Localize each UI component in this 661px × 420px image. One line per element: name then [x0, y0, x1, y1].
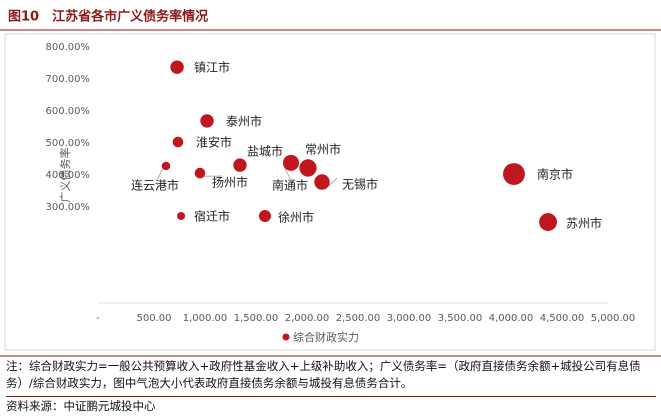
bubble	[299, 159, 317, 177]
x-tick-label: 5,000.00	[591, 313, 636, 324]
bubble-label: 常州市	[305, 141, 341, 156]
bubble-label: 盐城市	[247, 144, 283, 159]
bubble-label: 淮安市	[196, 135, 232, 150]
x-tick-label: 2,000.00	[285, 313, 330, 324]
bubble-label: 南通市	[272, 177, 308, 192]
y-axis-label: 广义债务率	[58, 148, 72, 203]
y-tick-label: 800.00%	[46, 42, 91, 53]
source: 资料来源：中证鹏元城投中心	[6, 396, 656, 415]
x-tick-label: 3,000.00	[387, 313, 432, 324]
y-tick-label: 600.00%	[46, 106, 91, 117]
footnote: 注：综合财政实力=一般公共预算收入+政府性基金收入+上级补助收入；广义债务率=（…	[6, 359, 641, 390]
x-tick-label: 4,000.00	[489, 313, 534, 324]
bubble	[161, 161, 171, 171]
x-tick-label: 500.00	[137, 313, 172, 324]
x-tick-label: -	[96, 313, 100, 324]
bubble-label: 宿迁市	[194, 208, 230, 223]
bubble	[258, 209, 271, 222]
bubble-label: 连云港市	[131, 178, 179, 193]
x-tick-label: 1,500.00	[234, 313, 279, 324]
bubble	[194, 167, 206, 179]
leader-line	[157, 168, 164, 180]
y-tick-label: 700.00%	[46, 74, 91, 85]
x-tick-label: 3,500.00	[438, 313, 483, 324]
bubble	[233, 158, 247, 172]
bubble	[172, 136, 184, 148]
x-tick-label: 1,000.00	[183, 313, 228, 324]
y-tick-label: 500.00%	[46, 138, 91, 149]
bubble-label: 扬州市	[212, 175, 248, 190]
leader-line	[284, 167, 291, 180]
bubble	[170, 60, 184, 74]
x-tick-label: 4,500.00	[540, 313, 585, 324]
legend-label: 综合财政实力	[293, 330, 359, 344]
bubble	[314, 174, 330, 190]
y-tick-label: 400.00%	[46, 170, 91, 181]
bubble-label: 无锡市	[342, 177, 378, 192]
bubble	[503, 163, 525, 185]
bubble	[200, 114, 214, 128]
bubble-label: 南京市	[537, 167, 573, 182]
bubble-label: 苏州市	[566, 216, 602, 231]
leader-line	[327, 177, 338, 187]
bubble-label: 泰州市	[226, 113, 262, 128]
bubble-label: 镇江市	[194, 60, 230, 75]
bubble-label: 徐州市	[278, 209, 314, 224]
chart-frame	[4, 33, 656, 351]
bubble	[177, 211, 186, 220]
x-tick-label: 2,500.00	[336, 313, 381, 324]
figure-title: 图10 江苏省各市广义债务率情况	[8, 9, 208, 25]
bubble	[282, 154, 299, 171]
bubble	[539, 213, 557, 231]
y-tick-label: 300.00%	[46, 202, 91, 213]
legend-marker	[282, 333, 290, 341]
